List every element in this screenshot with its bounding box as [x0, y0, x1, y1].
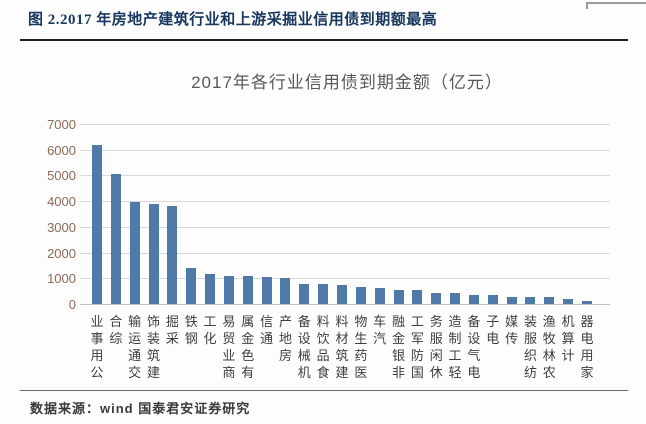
bar	[242, 276, 253, 304]
y-axis-tick-label: 7000	[47, 117, 76, 132]
y-axis-tick-label: 1000	[47, 271, 76, 287]
x-axis-line	[80, 304, 610, 305]
bar	[431, 292, 442, 304]
x-axis-tick-label: 机算计	[561, 314, 575, 363]
bar	[205, 273, 216, 304]
y-axis-tick-label: 4000	[47, 194, 76, 210]
x-axis-tick-label: 装服织纺	[523, 314, 537, 380]
gridline	[80, 124, 610, 125]
y-axis-tick-label: 0	[68, 297, 76, 312]
bar	[186, 268, 197, 304]
x-axis-tick-label: 媒传	[505, 314, 519, 346]
bar	[374, 288, 385, 304]
x-axis-tick-label: 输运通交	[128, 314, 142, 380]
x-axis-tick-label: 备设气电	[467, 314, 481, 380]
bar	[525, 296, 536, 304]
bar	[506, 296, 517, 304]
y-axis-tick-label: 5000	[47, 168, 76, 184]
x-axis-tick-label: 工军防国	[410, 314, 424, 380]
bar	[92, 144, 102, 304]
x-axis-tick-label: 务服闲休	[429, 314, 443, 380]
x-axis-tick-label: 车汽	[373, 314, 387, 346]
x-axis-tick-label: 料饮品食	[316, 314, 330, 380]
bar	[129, 202, 140, 304]
bar	[223, 275, 234, 304]
bar	[544, 297, 555, 304]
table-border-fragment	[586, 2, 646, 4]
gridline	[80, 149, 610, 151]
figure-caption: 图 2.2017 年房地产建筑行业和上游采掘业信用债到期额最高	[28, 12, 438, 28]
x-axis-tick-label: 渔牧林农	[542, 314, 556, 380]
table-border-fragment-tick	[586, 2, 588, 9]
gridline	[80, 226, 610, 228]
bar	[450, 293, 461, 304]
x-axis-tick-label: 铁钢	[184, 314, 198, 346]
x-axis-tick-label: 备设械机	[297, 314, 311, 380]
gridline	[80, 175, 610, 177]
x-axis-tick-label: 产地房	[278, 314, 292, 363]
x-axis-tick-label: 子电	[486, 314, 500, 346]
x-axis-tick-label: 易贸业商	[222, 314, 236, 380]
x-axis-tick-label: 属金色有	[241, 314, 255, 380]
x-axis-tick-label: 合综	[109, 314, 123, 346]
bar	[167, 205, 178, 304]
data-source-note: 数据来源：wind 国泰君安证券研究	[30, 401, 251, 416]
chart-title: 2017年各行业信用债到期金额（亿元）	[191, 73, 503, 92]
bar	[299, 283, 310, 304]
source-divider	[20, 390, 628, 391]
y-axis-tick-label: 6000	[47, 142, 76, 158]
x-axis-tick-label: 物生药医	[354, 314, 368, 380]
bar	[393, 290, 404, 304]
x-axis-tick-label: 造制工轻	[448, 314, 462, 380]
caption-divider	[20, 39, 628, 41]
x-axis-tick-label: 料材筑建	[335, 314, 349, 380]
bar	[261, 277, 272, 304]
bar	[280, 277, 291, 304]
x-axis-tick-label: 工化	[203, 314, 217, 346]
x-axis-tick-label: 业事用公	[90, 314, 104, 380]
x-axis-tick-label: 融金银非	[392, 314, 406, 380]
bar	[487, 295, 498, 304]
bar	[412, 290, 423, 304]
x-axis-tick-label: 器电用家	[580, 314, 594, 380]
x-axis-tick-label: 信通	[260, 314, 274, 346]
gridline	[80, 252, 610, 254]
y-axis-tick-label: 3000	[47, 219, 76, 235]
y-axis-tick-label: 2000	[47, 245, 76, 261]
bar	[337, 285, 347, 304]
bar	[318, 284, 329, 304]
bar	[582, 300, 592, 304]
bar	[355, 287, 366, 304]
bar	[468, 294, 479, 304]
x-axis-tick-label: 掘采	[165, 314, 179, 346]
bar	[563, 299, 574, 304]
gridline	[80, 278, 610, 280]
gridline	[80, 201, 610, 203]
x-axis-tick-label: 饰装筑建	[147, 314, 161, 380]
bar	[110, 174, 121, 304]
bar	[148, 203, 159, 304]
